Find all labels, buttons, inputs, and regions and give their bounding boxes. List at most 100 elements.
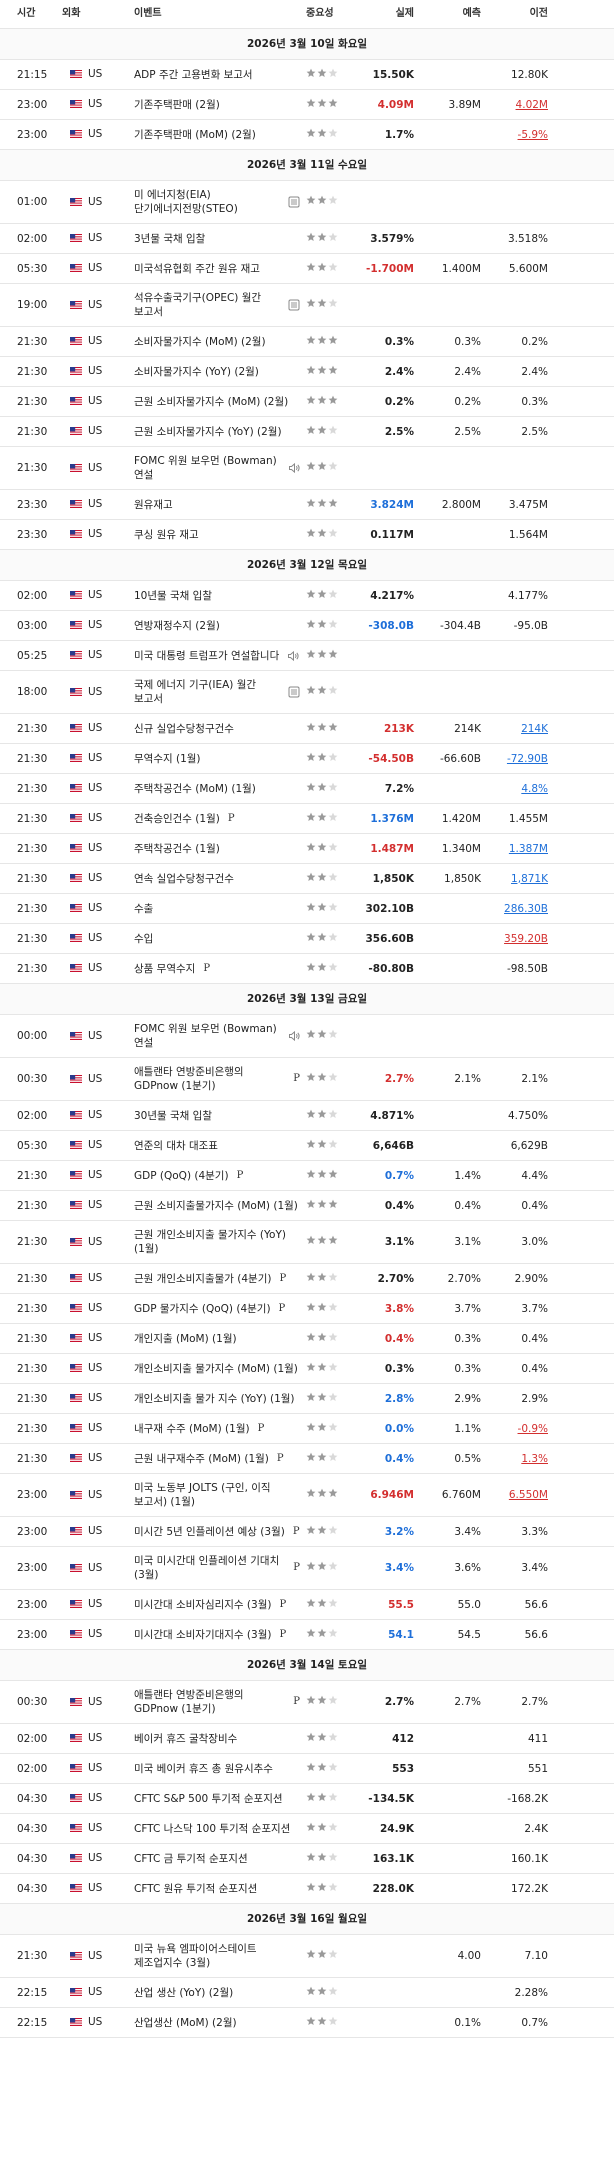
time: 21:30 [17, 812, 48, 825]
spacer-cell [548, 1977, 614, 2008]
currency-code: US [88, 2016, 103, 2028]
star [328, 128, 338, 137]
flag-stripe [70, 530, 82, 532]
star [306, 1882, 316, 1891]
star-shape [317, 1392, 327, 1401]
event-box: 미국 노동부 JOLTS (구인, 이직 보고서) (1월) [134, 1481, 306, 1509]
event-row: 05:30 US 미국석유협회 주간 원유 재고 -1.700M 1.400M 5.600… [0, 253, 614, 284]
previous-cell: 12.80K [481, 59, 548, 90]
flag-stripe [70, 200, 82, 203]
previous-cell: 551 [481, 1753, 548, 1784]
previous: 4.750% [507, 1109, 548, 1122]
currency-code: US [88, 1139, 103, 1151]
forecast-cell: 2.9% [414, 1383, 481, 1414]
event-cell: 연준의 대차 대조표 [134, 1130, 306, 1161]
event-box: 개인소비지출 물가 지수 (YoY) (1월) [134, 1392, 306, 1406]
flag-canton [70, 1600, 76, 1605]
time-cell: 04:30 [0, 1843, 62, 1874]
flag-stripe [70, 1077, 82, 1080]
actual-cell: 0.4% [362, 1323, 414, 1354]
us-flag [70, 1237, 82, 1246]
forecast: 1.340M [441, 842, 481, 855]
actual: 1.7% [384, 128, 414, 141]
star-shape [328, 1422, 338, 1431]
time: 23:00 [17, 128, 48, 141]
previous: 286.30B [504, 902, 548, 915]
flag-stripe [70, 1203, 82, 1205]
flag-stripe [70, 1604, 82, 1606]
spacer-cell [548, 743, 614, 774]
flag-stripe [70, 465, 82, 467]
star [317, 262, 327, 271]
flag-stripe [70, 337, 82, 339]
flag-stripe [70, 429, 82, 431]
star [328, 1235, 338, 1244]
star [317, 1762, 327, 1771]
star [317, 902, 327, 911]
forecast-cell: 1.400M [414, 253, 481, 284]
event-name: 연준의 대차 대조표 [134, 1139, 218, 1152]
previous: 2.5% [521, 425, 548, 438]
flag-stripe [70, 373, 82, 375]
importance-cell [306, 2007, 362, 2038]
flag-stripe [70, 730, 82, 732]
flag-stripe [70, 625, 82, 627]
previous: 56.6 [524, 1628, 548, 1641]
star [306, 1949, 316, 1958]
importance-stars [306, 1169, 338, 1179]
currency: US [70, 648, 102, 662]
currency: US [70, 1421, 102, 1435]
currency-code: US [88, 932, 103, 944]
actual-cell: 1.376M [362, 803, 414, 834]
spacer-cell [548, 1014, 614, 1058]
us-flag [70, 1490, 82, 1499]
flag-stripe [70, 970, 82, 972]
time: 23:00 [17, 1489, 48, 1501]
event-box: 수출 [134, 902, 306, 916]
forecast-cell [414, 1723, 481, 1754]
star [306, 685, 316, 694]
spacer-cell [548, 489, 614, 520]
previous-cell: 4.177% [481, 580, 548, 611]
star [328, 1882, 338, 1891]
star [317, 1302, 327, 1311]
flag-stripe [70, 399, 82, 401]
currency-code: US [88, 1199, 103, 1211]
star-shape [317, 1525, 327, 1534]
event-row: 19:00 US 석유수출국기구(OPEC) 월간 보고서 [0, 283, 614, 327]
actual: 1.376M [370, 812, 414, 825]
importance-stars [306, 619, 338, 629]
star [328, 1139, 338, 1148]
event-cell: 애틀랜타 연방준비은행의 GDPnow (1분기) P [134, 1057, 306, 1101]
previous-cell: 359.20B [481, 923, 548, 954]
event-box: 주택착공건수 (1월) [134, 842, 306, 856]
flag-stripe [70, 264, 82, 266]
star [317, 425, 327, 434]
event-name: 내구재 수주 (MoM) (1월) [134, 1422, 250, 1435]
flag-stripe [70, 503, 82, 505]
flag-stripe [70, 1953, 82, 1955]
event-name: 건축승인건수 (1월) [134, 812, 220, 825]
star [306, 461, 316, 470]
importance-stars [306, 335, 338, 345]
flag-stripe [70, 1825, 82, 1827]
flag-stripe [70, 1176, 82, 1178]
flag-stripe [70, 1429, 82, 1431]
spacer-cell [548, 119, 614, 150]
actual: 4.09M [377, 98, 414, 111]
star-shape [306, 395, 316, 404]
star [317, 1695, 327, 1704]
event-name: 미국 대통령 트럼프가 연설합니다 [134, 649, 280, 662]
currency: US [70, 195, 102, 209]
preliminary-badge: P [293, 1562, 300, 1573]
time-cell: 23:00 [0, 1473, 62, 1517]
currency-cell: US [62, 356, 134, 387]
flag-canton [70, 1630, 76, 1635]
actual-cell: 6.946M [362, 1473, 414, 1517]
previous-cell: 5.600M [481, 253, 548, 284]
flag-stripe [70, 1171, 82, 1173]
event-box: 기존주택판매 (MoM) (2월) [134, 128, 306, 142]
time-cell: 21:30 [0, 833, 62, 864]
event-name: 애틀랜타 연방준비은행의 GDPnow (1분기) [134, 1066, 244, 1092]
star [317, 365, 327, 374]
